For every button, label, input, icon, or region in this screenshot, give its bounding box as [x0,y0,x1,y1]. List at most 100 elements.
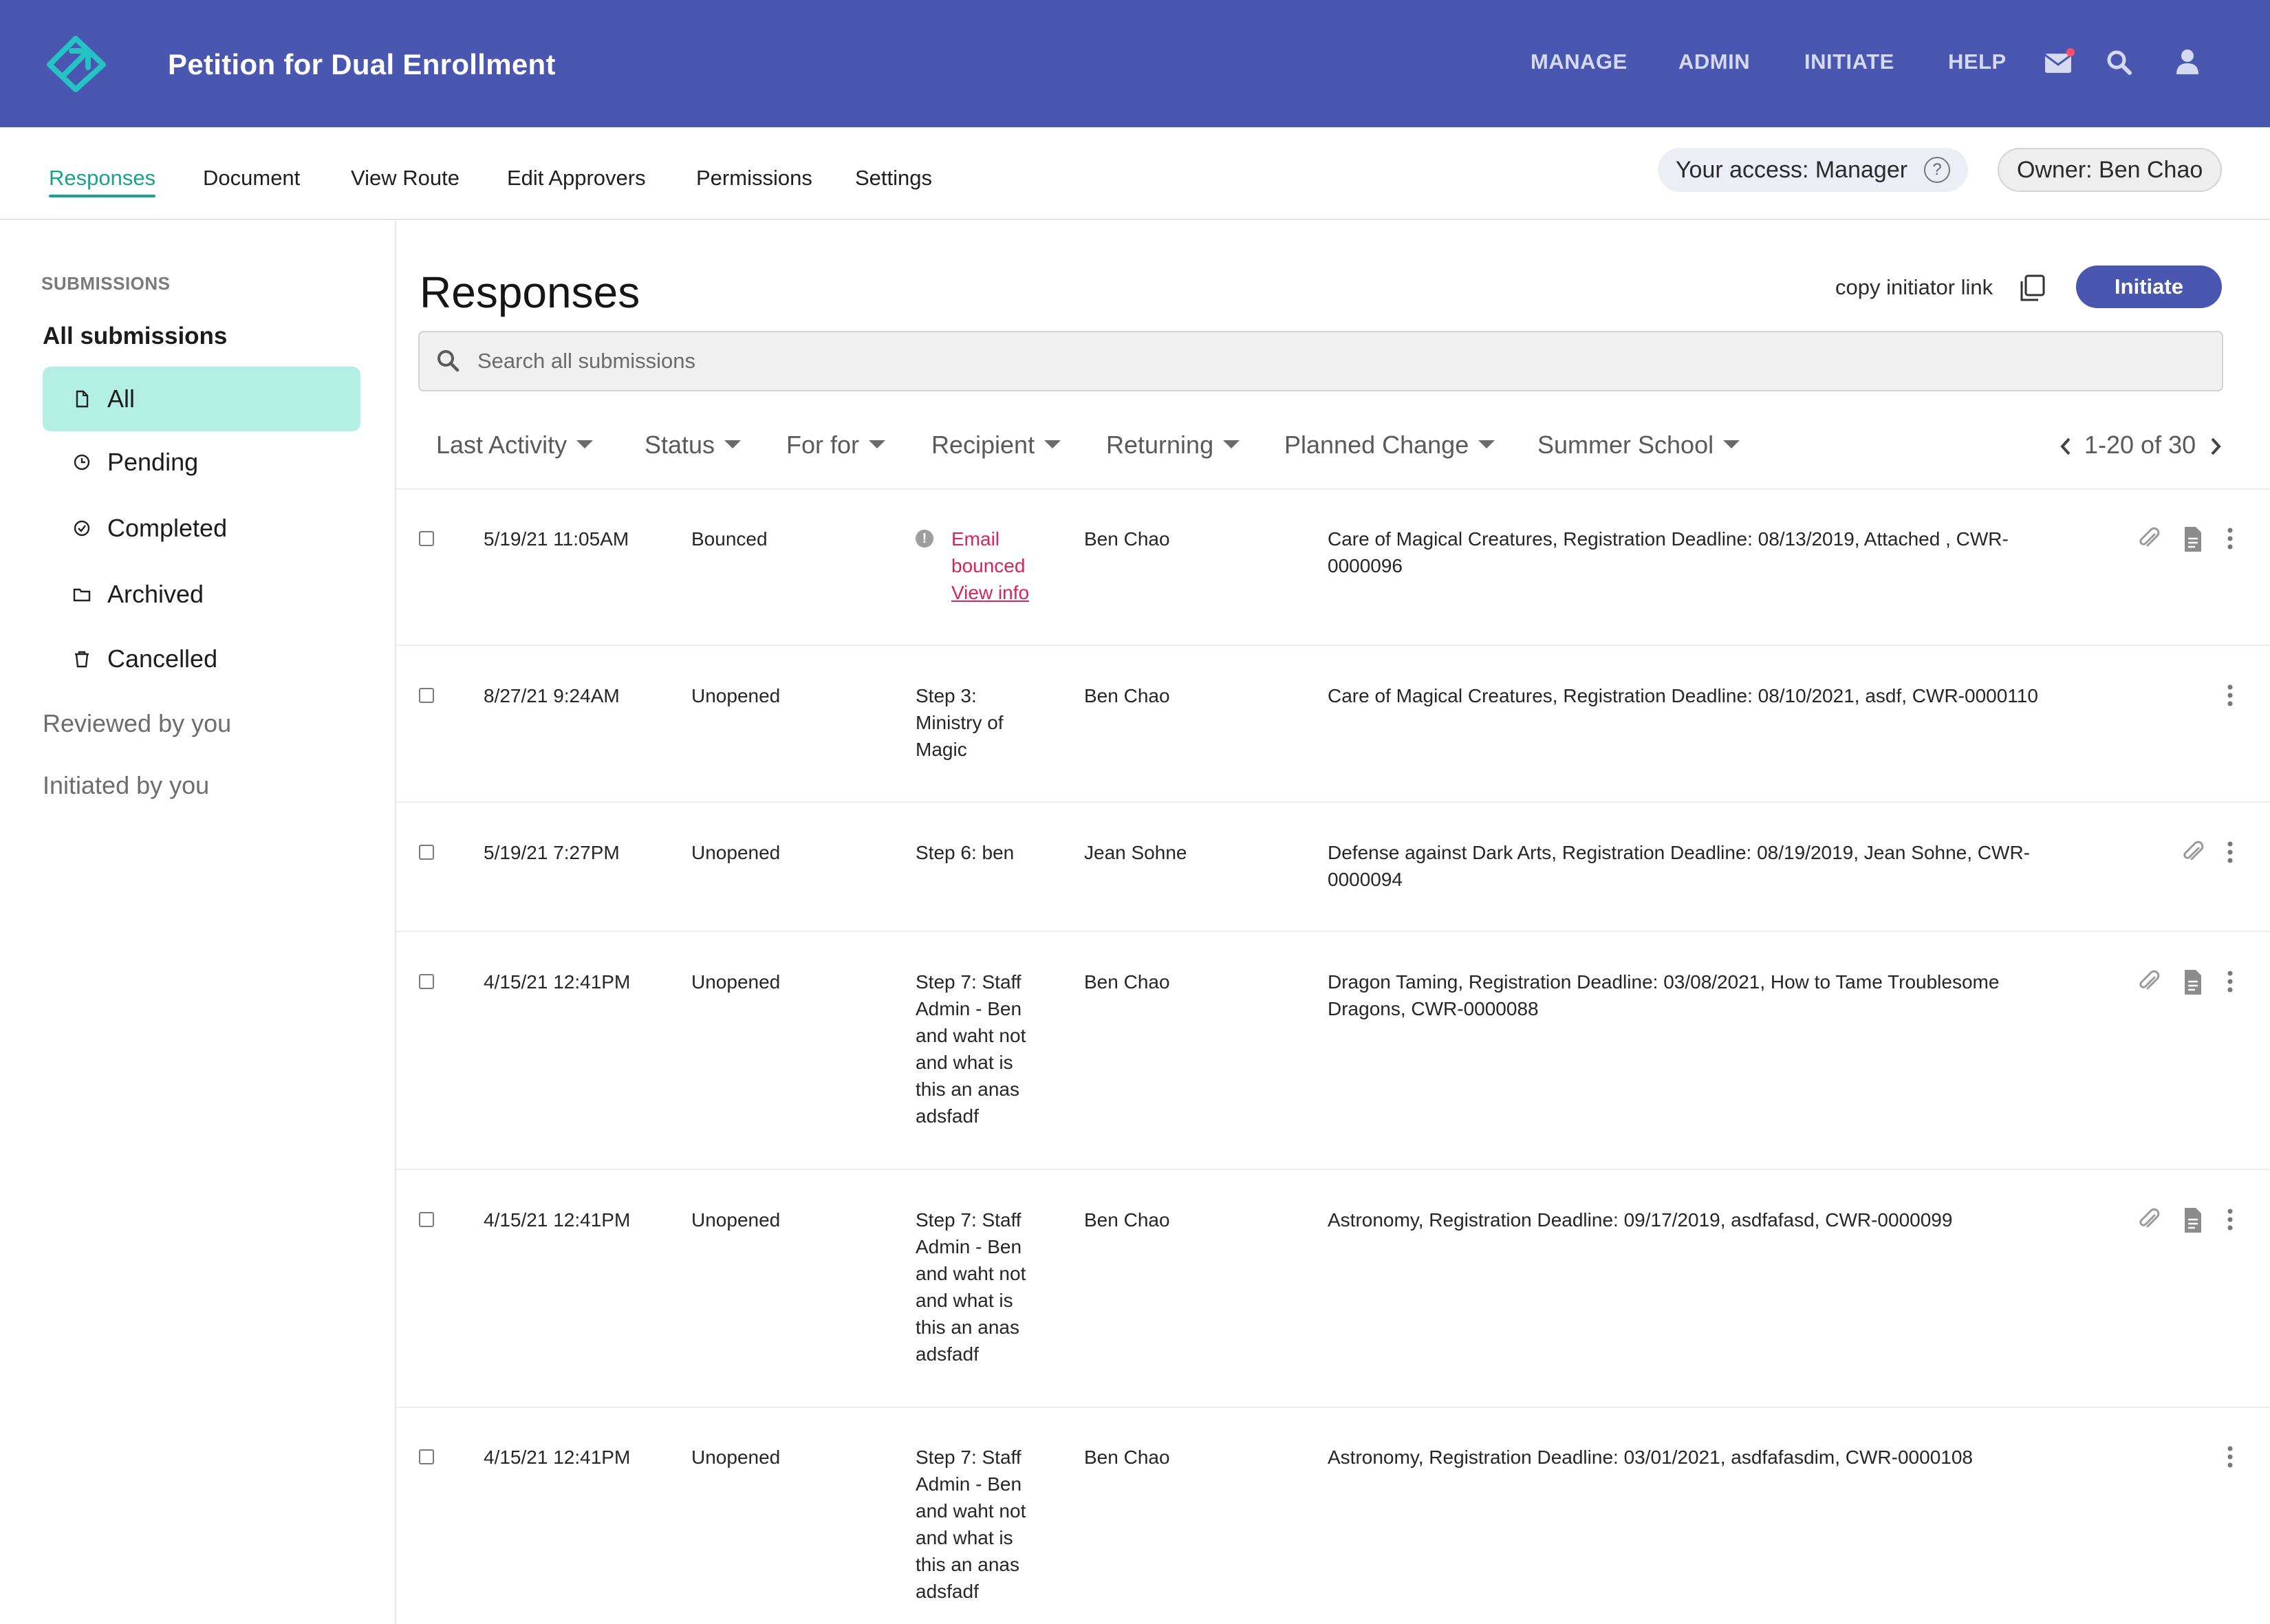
row-checkbox[interactable] [419,531,434,546]
sub-navigation: Responses Document View Route Edit Appro… [0,127,2270,220]
search-bar [418,331,2223,391]
sidebar: SUBMISSIONS All submissions All Pending … [0,221,396,1624]
row-step: Step 7: Staff Admin - Ben and waht not a… [916,1209,1026,1365]
row-checkbox[interactable] [419,688,434,703]
row-checkbox[interactable] [419,974,434,989]
app-logo-icon[interactable] [44,34,107,92]
filter-for-for[interactable]: For for [786,431,886,459]
sidebar-item-label: Cancelled [107,645,218,673]
filter-label: Summer School [1537,431,1714,459]
folder-icon [73,588,91,602]
row-step: Step 3: Ministry of Magic [916,685,1004,760]
help-icon[interactable]: ? [1924,157,1951,183]
tab-permissions[interactable]: Permissions [696,166,812,190]
row-status: Unopened [691,842,781,863]
row-status: Unopened [691,1447,781,1468]
more-vertical-icon[interactable] [2216,525,2244,554]
row-divider [396,1169,2270,1170]
filter-last-activity[interactable]: Last Activity [436,431,594,459]
file-icon [76,390,89,408]
row-date: 8/27/21 9:24AM [484,685,620,706]
bounce-line1: Email [951,528,1000,550]
chevron-right-icon[interactable] [2205,433,2226,459]
document-icon[interactable] [2179,1206,2207,1235]
document-icon[interactable] [2179,968,2207,997]
row-description: Defense against Dark Arts, Registration … [1328,842,2031,890]
nav-admin[interactable]: ADMIN [1678,50,1751,74]
sidebar-item-completed[interactable]: Completed [43,496,360,561]
filter-label: For for [786,431,860,459]
row-status: Unopened [691,971,781,993]
sidebar-group-title: All submissions [43,323,228,349]
row-status: Unopened [691,1209,781,1231]
initiate-button[interactable]: Initiate [2076,266,2222,308]
sidebar-item-archived[interactable]: Archived [43,562,360,627]
filter-status[interactable]: Status [645,431,742,459]
caret-down-icon [1478,440,1495,449]
chevron-left-icon[interactable] [2055,433,2076,459]
more-vertical-icon[interactable] [2216,1443,2244,1472]
paperclip-icon[interactable] [2135,1206,2163,1235]
filter-planned-change[interactable]: Planned Change [1284,431,1495,459]
sidebar-item-pending[interactable]: Pending [43,430,360,495]
row-checkbox[interactable] [419,1449,434,1464]
access-label: Your access: Manager [1676,156,1908,183]
more-vertical-icon[interactable] [2216,682,2244,711]
row-divider [396,801,2270,803]
tab-edit-approvers[interactable]: Edit Approvers [507,166,646,190]
row-recipient: Jean Sohne [1084,842,1187,863]
row-checkbox[interactable] [419,845,434,860]
paperclip-icon[interactable] [2179,838,2207,867]
nav-initiate[interactable]: INITIATE [1804,50,1894,74]
copy-icon[interactable] [2017,272,2049,304]
caret-down-icon [869,440,886,449]
copy-initiator-link[interactable]: copy initiator link [1835,275,1993,299]
paperclip-icon[interactable] [2135,525,2163,554]
sidebar-link-initiated[interactable]: Initiated by you [43,771,210,799]
clock-icon [74,454,90,470]
filter-recipient[interactable]: Recipient [931,431,1061,459]
tab-responses[interactable]: Responses [49,166,156,197]
more-vertical-icon[interactable] [2216,838,2244,867]
filter-label: Recipient [931,431,1035,459]
row-date: 4/15/21 12:41PM [484,971,631,993]
sidebar-item-label: Pending [107,448,199,476]
search-icon [437,350,460,372]
tab-document[interactable]: Document [203,166,301,190]
tab-settings[interactable]: Settings [855,166,933,190]
sidebar-item-label: All [107,385,136,413]
search-icon[interactable] [2102,45,2137,80]
filter-summer-school[interactable]: Summer School [1537,431,1740,459]
more-vertical-icon[interactable] [2216,968,2244,997]
row-status: Bounced [691,528,768,550]
row-description: Astronomy, Registration Deadline: 03/01/… [1328,1447,1973,1468]
row-divider [396,931,2270,932]
nav-help[interactable]: HELP [1948,50,2007,74]
filter-label: Last Activity [436,431,568,459]
user-icon[interactable] [2170,45,2205,80]
document-icon[interactable] [2179,525,2207,554]
page-title: Responses [420,268,640,317]
trash-icon [75,651,89,668]
sidebar-item-cancelled[interactable]: Cancelled [43,627,360,691]
sidebar-item-all[interactable]: All [43,367,360,431]
header-divider [396,488,2270,490]
paperclip-icon[interactable] [2135,968,2163,997]
filter-returning[interactable]: Returning [1106,431,1240,459]
sidebar-link-reviewed[interactable]: Reviewed by you [43,709,232,737]
search-input[interactable] [477,340,2197,382]
filter-label: Returning [1106,431,1214,459]
tab-view-route[interactable]: View Route [351,166,460,190]
view-info-link[interactable]: View info [951,582,1030,603]
access-badge: Your access: Manager ? [1658,148,1969,192]
row-recipient: Ben Chao [1084,971,1170,993]
app-title: Petition for Dual Enrollment [168,48,556,80]
more-vertical-icon[interactable] [2216,1206,2244,1235]
row-checkbox[interactable] [419,1212,434,1227]
owner-label: Owner: Ben Chao [2017,156,2203,183]
row-status: Unopened [691,685,781,706]
filter-label: Status [645,431,715,459]
nav-manage[interactable]: MANAGE [1531,50,1628,74]
mail-icon[interactable] [2042,45,2076,80]
row-description: Care of Magical Creatures, Registration … [1328,528,2009,576]
